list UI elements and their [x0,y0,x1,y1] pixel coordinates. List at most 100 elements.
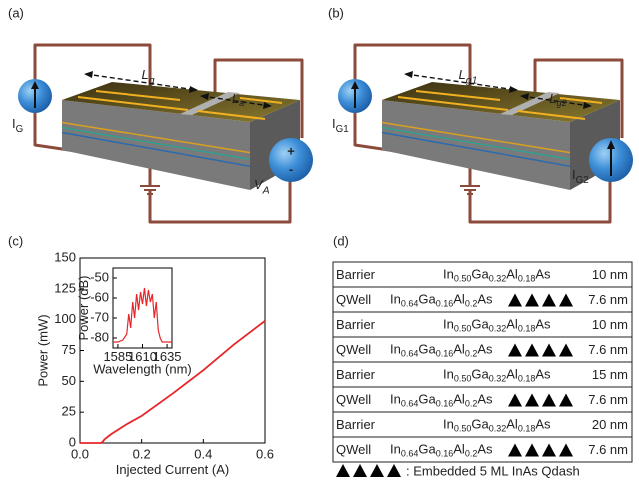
layer-name: Barrier [336,367,376,382]
formula-main: Al [506,367,518,382]
thickness: 15 nm [592,367,628,382]
formula-main: Ga [471,417,489,432]
thickness: 20 nm [592,417,628,432]
y-axis-label: Power (mW) [35,314,50,386]
formula-main: As [535,417,551,432]
layer-name: QWell [336,442,371,457]
label: IG [12,116,23,134]
formula-sub: 0.32 [489,324,507,334]
formula-main: In [390,342,401,357]
thickness: 7.6 nm [588,292,628,307]
formula-main: In [443,267,454,282]
panel-label: (d) [333,233,349,248]
label: La [232,91,244,108]
formula-main: Ga [471,317,489,332]
formula-sub: 0.2 [465,299,478,309]
label: Lg2 [549,91,566,108]
formula-sub: 0.64 [401,299,419,309]
formula-sub: 0.2 [465,399,478,409]
y-tick-label: 0 [69,434,76,449]
legend-text: : Embedded 5 ML InAs Qdash [406,463,580,478]
label-sub: G2 [576,175,589,186]
thickness: 7.6 nm [588,392,628,407]
formula-sub: 0.32 [489,374,507,384]
formula-main: Al [453,392,465,407]
plot-area [113,268,172,348]
label: IG1 [332,116,349,134]
device-diagram [338,45,633,222]
formula-sub: 0.50 [454,324,472,334]
formula-main: Ga [418,292,436,307]
formula-main: In [443,417,454,432]
formula-sub: 0.18 [518,274,536,284]
label-sub: g2 [557,98,567,108]
formula-main: In [390,442,401,457]
figure: (a) (b) (c) (d) +-LgLaIGVALg1Lg2IG1IG20.… [0,0,639,482]
label-sub: G1 [336,124,349,135]
formula-sub: 0.18 [518,374,536,384]
qdash-legend [336,464,350,477]
label-sub: g [149,74,155,86]
data-line [113,288,172,342]
formula-sub: 0.16 [436,349,454,359]
layer-name: QWell [336,342,371,357]
label-sub: A [262,184,270,196]
panel-label: (c) [8,233,23,248]
formula-sub: 0.50 [454,374,472,384]
y-tick-label: -80 [90,329,109,344]
formula-sub: 0.2 [465,449,478,459]
arrow-head [84,71,93,78]
formula-main: As [477,292,493,307]
label-main: L [459,67,466,82]
label-sub: G [16,124,24,135]
formula-main: As [535,267,551,282]
formula-sub: 0.50 [454,424,472,434]
label: Lg [141,67,154,86]
layer-name: Barrier [336,417,376,432]
formula-sub: 0.32 [489,274,507,284]
formula-sub: 0.16 [436,449,454,459]
formula-main: Ga [471,267,489,282]
qdash-legend [353,464,367,477]
formula-main: Al [506,417,518,432]
label: Lg1 [459,67,478,86]
panel-label: (b) [328,5,344,20]
formula-sub: 0.64 [401,349,419,359]
arrow-head [404,71,413,78]
thickness: 7.6 nm [588,342,628,357]
thickness: 7.6 nm [588,442,628,457]
wire [355,45,470,86]
y-tick-label: 125 [54,280,76,295]
y-tick-label: -50 [90,269,109,284]
x-tick-label: 0.4 [194,446,212,461]
label-sub: g1 [466,74,478,86]
formula-main: Ga [471,367,489,382]
layer-name: Barrier [336,317,376,332]
y-tick-label: 100 [54,311,76,326]
formula-main: As [477,442,493,457]
formula-sub: 0.16 [436,299,454,309]
label-main: L [141,67,148,82]
y-tick-label: 50 [62,373,76,388]
qdash-legend [370,464,384,477]
thickness: 10 nm [592,267,628,282]
sign: - [289,161,293,176]
panel-label: (a) [8,5,24,20]
y-axis-label: Power (dB) [76,275,91,340]
y-tick-label: 75 [62,342,76,357]
formula-main: As [477,342,493,357]
formula-main: Ga [418,342,436,357]
formula-sub: 0.64 [401,449,419,459]
formula-sub: 0.18 [518,324,536,334]
wire [35,45,150,86]
formula-sub: 0.50 [454,274,472,284]
formula-main: In [390,292,401,307]
x-axis-label: Wavelength (nm) [93,361,192,376]
formula-main: In [443,317,454,332]
formula-sub: 0.18 [518,424,536,434]
wire [470,180,610,222]
label-sub: a [239,98,244,108]
sign: + [287,143,295,158]
formula-sub: 0.32 [489,424,507,434]
formula-main: Ga [418,392,436,407]
